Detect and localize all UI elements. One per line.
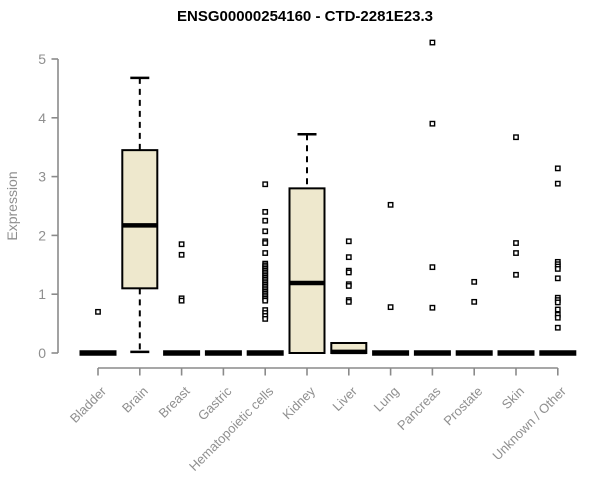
x-tick-label-lung: Lung [371,384,402,415]
outlier-point [178,241,185,248]
outlier-point [387,201,394,208]
y-tick-label: 3 [38,169,46,185]
x-tick-label-liver: Liver [329,383,360,414]
outlier-point [554,180,561,187]
outlier-point [554,266,561,272]
outlier-point [345,283,352,289]
outlier-point [513,250,519,256]
y-axis-title: Expression [4,171,20,240]
y-tick-label: 1 [38,286,46,302]
outlier-point [262,315,269,322]
boxplot-liver [330,238,368,355]
outlier-point [513,134,519,141]
boxplot-skin [497,134,535,356]
boxplot-pancreas [413,39,451,356]
outlier-point [554,324,561,331]
collapsed-box [539,350,577,356]
x-tick-label-pancreas: Pancreas [394,383,444,433]
y-tick-label: 2 [38,227,46,243]
outlier-point [554,299,561,306]
boxplot-lung [372,201,410,356]
boxplot-gastric [204,350,242,356]
x-tick-label-brain: Brain [119,384,151,416]
x-tick-label-breast: Breast [156,383,193,420]
outlier-point [513,271,519,278]
collapsed-box [204,350,242,356]
outlier-point [262,240,269,246]
outlier-point [554,314,561,321]
outlier-point [262,250,269,256]
y-tick-label: 4 [38,110,46,126]
outlier-point [387,304,394,311]
y-tick-label: 5 [38,51,46,67]
collapsed-box [372,350,410,356]
outlier-point [262,297,269,304]
outlier-point [345,254,352,261]
boxplot-brain [121,76,159,354]
boxplot-kidney [288,133,326,354]
boxplot-breast [163,241,201,356]
boxplot-unknown-other [539,165,577,356]
outlier-point [178,251,185,258]
outlier-point [178,297,185,304]
outlier-point [554,306,561,313]
outlier-point [471,278,478,285]
collapsed-box [79,350,117,356]
x-tick-label-skin: Skin [499,384,527,412]
collapsed-box [455,350,493,356]
outlier-point [429,120,436,127]
x-tick-label-unknown-other: Unknown / Other [489,383,569,463]
outlier-point [262,228,269,235]
x-tick-label-prostate: Prostate [440,384,485,429]
outlier-point [345,298,352,305]
box-iqr [288,187,326,354]
outlier-point [95,308,101,315]
boxplot-bladder [79,308,117,356]
x-tick-label-bladder: Bladder [67,383,110,426]
y-tick-label: 0 [38,345,46,361]
outlier-point [554,165,561,172]
x-tick-label-kidney: Kidney [279,383,318,422]
collapsed-box [246,350,284,356]
x-tick-label-gastric: Gastric [195,383,235,423]
outlier-point [262,217,269,224]
outlier-point [429,39,436,46]
collapsed-box [497,350,535,356]
collapsed-box [163,350,201,356]
boxplot-hematopoietic-cells [246,181,284,356]
outlier-point [429,304,436,311]
boxplot-prostate [455,278,493,356]
outlier-point [513,240,519,246]
outlier-point [345,238,352,245]
outlier-point [262,208,269,215]
chart-title: ENSG00000254160 - CTD-2281E23.3 [177,8,433,25]
outlier-point [471,298,478,305]
outlier-point [262,181,269,188]
outlier-point [554,275,561,282]
outlier-point [429,264,436,271]
box-iqr [121,149,159,290]
outlier-point [345,269,352,276]
collapsed-box [413,350,451,356]
